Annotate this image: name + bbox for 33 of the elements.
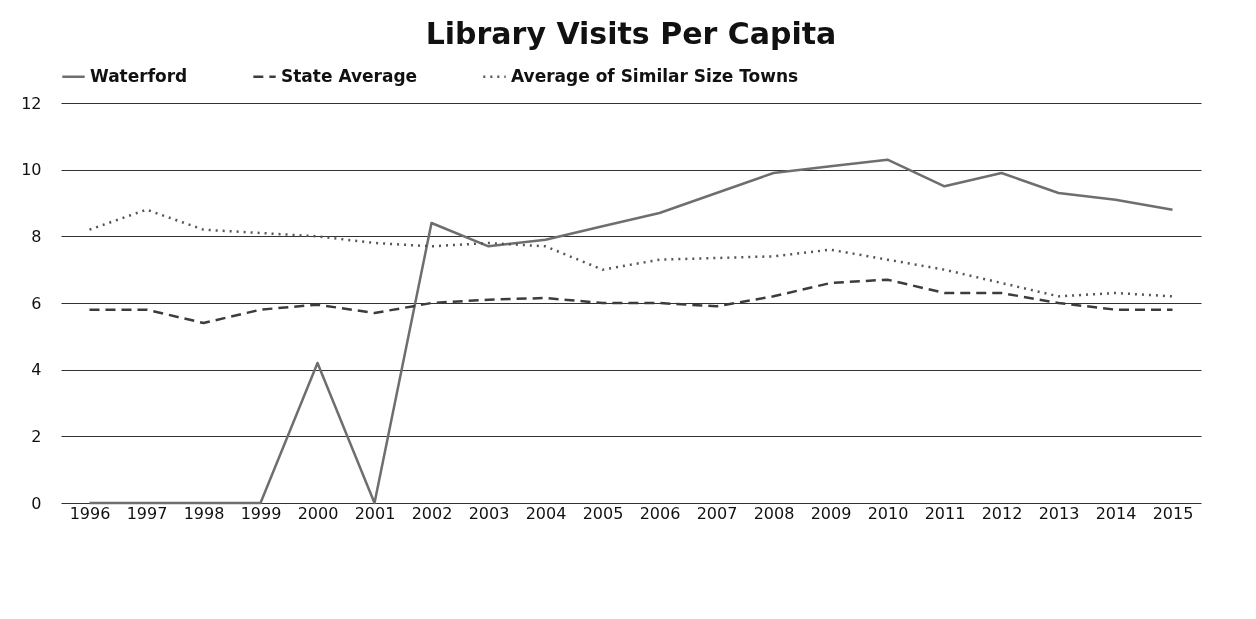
x-tick-label: 2012 <box>981 503 1023 523</box>
x-tick-label: 2006 <box>639 503 681 523</box>
x-tick-label: 2008 <box>753 503 795 523</box>
x-tick-label: 1996 <box>69 503 111 523</box>
x-tick-label: 2015 <box>1152 503 1194 523</box>
x-tick-label: 2009 <box>810 503 852 523</box>
line-series <box>88 158 1174 505</box>
y-tick-label: 6 <box>31 293 42 313</box>
x-tick-label: 2011 <box>924 503 966 523</box>
line-series <box>88 208 1174 298</box>
x-tick-label: 2005 <box>582 503 624 523</box>
y-tick-label: 4 <box>31 360 42 380</box>
y-tick-label: 10 <box>21 160 42 180</box>
y-tick-label: 2 <box>31 426 42 446</box>
chart-title: Library Visits Per Capita <box>425 16 837 51</box>
x-tick-label: 2001 <box>354 503 396 523</box>
x-tick-label: 2013 <box>1038 503 1080 523</box>
x-tick-label: 2010 <box>867 503 909 523</box>
legend-label: State Average <box>281 65 418 86</box>
x-tick-label: 2000 <box>297 503 339 523</box>
legend-label: Average of Similar Size Towns <box>511 65 799 86</box>
x-tick-label: 1999 <box>240 503 282 523</box>
x-tick-label: 2014 <box>1095 503 1137 523</box>
x-tick-label: 2004 <box>525 503 567 523</box>
legend-label: Waterford <box>90 65 188 86</box>
x-tick-label: 2007 <box>696 503 738 523</box>
y-tick-label: 12 <box>21 93 42 113</box>
x-tick-label: 1998 <box>183 503 225 523</box>
x-tick-label: 1997 <box>126 503 168 523</box>
x-tick-label: 2003 <box>468 503 510 523</box>
y-tick-label: 8 <box>31 226 42 246</box>
y-tick-label: 0 <box>31 493 42 513</box>
x-tick-label: 2002 <box>411 503 453 523</box>
